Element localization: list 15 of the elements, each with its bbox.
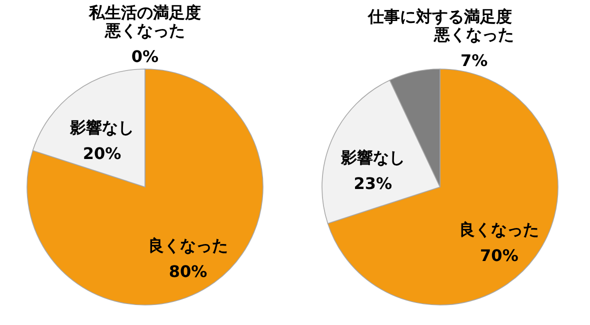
text: 0% (131, 47, 159, 66)
slice-label: 影響なし (69, 118, 134, 137)
pie-slice (26, 68, 264, 306)
data-label: 23% (354, 174, 392, 193)
data-label: 7% (460, 50, 488, 70)
slice-label: 良くなった (148, 236, 228, 256)
data-label: 80% (168, 262, 208, 282)
data-label: 70% (480, 246, 518, 265)
slice-label: 影響なし (340, 148, 405, 167)
chart-title: 仕事に対する満足度 (367, 6, 512, 26)
data-label: 20% (82, 144, 122, 163)
chart-title: 私生活の満足度 (88, 3, 201, 22)
category-label: 悪くなった (105, 21, 185, 40)
slice-label: 良くなった (459, 220, 540, 239)
slice-label: 悪くなった (433, 24, 514, 44)
